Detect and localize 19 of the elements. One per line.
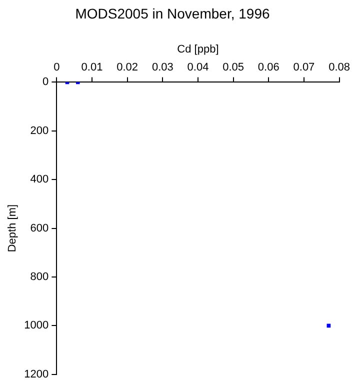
y-tick-label: 1200 xyxy=(24,368,49,380)
x-tick-label: 0.06 xyxy=(258,62,280,74)
y-tick-label: 1000 xyxy=(24,320,49,332)
y-tick-label: 800 xyxy=(30,271,49,284)
y-tick-label: 0 xyxy=(42,76,49,88)
x-axis-title: Cd [ppb] xyxy=(177,43,219,56)
x-tick-label: 0.05 xyxy=(222,62,244,74)
y-tick-label: 400 xyxy=(30,174,49,186)
x-tick-label: 0.04 xyxy=(187,62,209,74)
x-tick-label: 0.02 xyxy=(116,62,138,74)
x-tick-label: 0.01 xyxy=(81,62,103,74)
y-axis-title: Depth [m] xyxy=(6,204,19,252)
chart-title: MODS2005 in November, 1996 xyxy=(75,5,270,22)
x-tick-label: 0 xyxy=(54,62,60,74)
x-tick-label: 0.07 xyxy=(293,62,315,74)
x-tick-label: 0.03 xyxy=(152,62,174,74)
y-tick-label: 600 xyxy=(30,222,49,234)
y-tick-label: 200 xyxy=(30,124,49,137)
x-tick-label: 0.08 xyxy=(328,62,350,74)
